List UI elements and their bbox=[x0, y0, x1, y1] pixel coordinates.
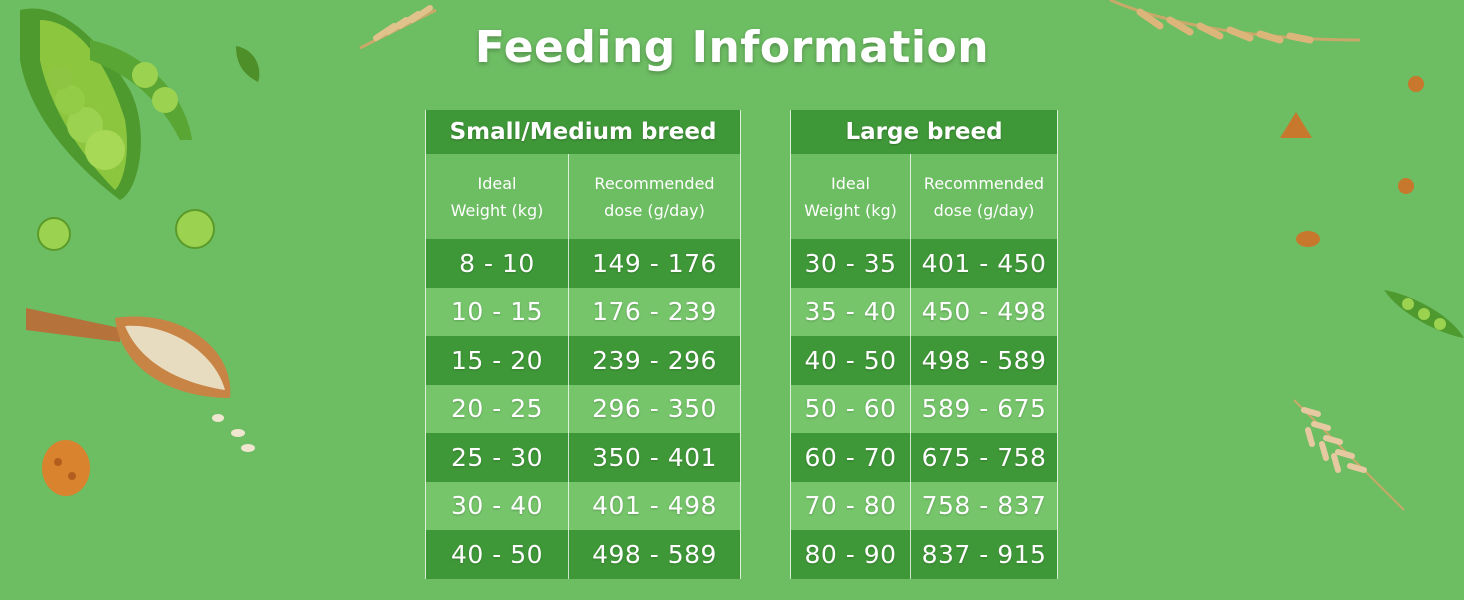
weight-cell: 10 - 15 bbox=[426, 287, 569, 336]
weight-cell: 30 - 35 bbox=[791, 239, 911, 288]
weight-cell: 8 - 10 bbox=[426, 239, 569, 288]
leaf-icon bbox=[236, 46, 260, 82]
table-row: 8 - 10 149 - 176 bbox=[426, 239, 740, 288]
weight-column-header: Ideal Weight (kg) bbox=[791, 154, 911, 239]
kibble-icon bbox=[42, 440, 90, 496]
dose-cell: 498 - 589 bbox=[921, 345, 1047, 375]
weight-cell: 15 - 20 bbox=[426, 336, 569, 385]
dose-cell: 837 - 915 bbox=[921, 539, 1047, 569]
dose-cell: 350 - 401 bbox=[592, 442, 717, 472]
header-line: Ideal bbox=[831, 173, 870, 193]
dose-column-header: Recommended dose (g/day) bbox=[911, 154, 1057, 239]
header-line: Weight (kg) bbox=[450, 200, 544, 220]
table-row: 30 - 40 401 - 498 bbox=[426, 481, 740, 530]
kibble-icon bbox=[1398, 178, 1414, 194]
weight-cell: 70 - 80 bbox=[791, 481, 911, 530]
weight-cell: 50 - 60 bbox=[791, 384, 911, 433]
table-row: 20 - 25 296 - 350 bbox=[426, 384, 740, 433]
weight-cell: 80 - 90 bbox=[791, 530, 911, 579]
dose-cell: 675 - 758 bbox=[921, 442, 1047, 472]
table-row: 60 - 70 675 - 758 bbox=[791, 433, 1057, 482]
wooden-scoop-illustration bbox=[26, 308, 255, 452]
dose-cell: 498 - 589 bbox=[592, 539, 717, 569]
table-row: 10 - 15 176 - 239 bbox=[426, 287, 740, 336]
table-heading: Small/Medium breed bbox=[426, 110, 740, 154]
dose-cell: 401 - 498 bbox=[592, 491, 717, 521]
kibble-icon bbox=[1408, 76, 1424, 92]
header-line: dose (g/day) bbox=[604, 200, 705, 220]
header-line: Weight (kg) bbox=[804, 200, 897, 220]
dose-cell: 296 - 350 bbox=[592, 394, 717, 424]
dose-cell: 239 - 296 bbox=[592, 345, 717, 375]
header-line: Recommended bbox=[923, 173, 1045, 193]
table-row: 40 - 50 498 - 589 bbox=[791, 336, 1057, 385]
weight-cell: 25 - 30 bbox=[426, 433, 569, 482]
pea-icon bbox=[37, 217, 71, 251]
weight-column-header: Ideal Weight (kg) bbox=[426, 154, 569, 239]
table-row: 50 - 60 589 - 675 bbox=[791, 384, 1057, 433]
small-medium-breed-table: Small/Medium breed Ideal Weight (kg) Reco… bbox=[425, 110, 741, 579]
weight-cell: 40 - 50 bbox=[426, 530, 569, 579]
page-title: Feeding Information bbox=[474, 22, 990, 73]
header-line: Ideal bbox=[477, 173, 517, 193]
wheat-icon bbox=[359, 5, 437, 50]
dose-cell: 450 - 498 bbox=[921, 297, 1047, 327]
pea-pod-illustration bbox=[20, 8, 192, 201]
column-header-row: Ideal Weight (kg) Recommended dose (g/day) bbox=[791, 154, 1057, 239]
table-row: 35 - 40 450 - 498 bbox=[791, 287, 1057, 336]
kibble-icon bbox=[1280, 112, 1312, 138]
table-row: 70 - 80 758 - 837 bbox=[791, 481, 1057, 530]
column-header-row: Ideal Weight (kg) Recommended dose (g/day) bbox=[426, 154, 740, 239]
kibble-icon bbox=[1296, 231, 1320, 247]
table-row: 25 - 30 350 - 401 bbox=[426, 433, 740, 482]
weight-cell: 35 - 40 bbox=[791, 287, 911, 336]
dose-cell: 401 - 450 bbox=[921, 248, 1047, 278]
header-line: Recommended bbox=[594, 173, 715, 193]
weight-cell: 20 - 25 bbox=[426, 384, 569, 433]
table-row: 80 - 90 837 - 915 bbox=[791, 530, 1057, 579]
large-breed-table: Large breed Ideal Weight (kg) Recommended… bbox=[790, 110, 1058, 579]
table-heading: Large breed bbox=[791, 110, 1057, 154]
oat-icon bbox=[1293, 399, 1405, 511]
table-row: 15 - 20 239 - 296 bbox=[426, 336, 740, 385]
header-line: dose (g/day) bbox=[933, 200, 1035, 220]
weight-cell: 30 - 40 bbox=[426, 481, 569, 530]
dose-cell: 176 - 239 bbox=[592, 297, 717, 327]
table-row: 40 - 50 498 - 589 bbox=[426, 530, 740, 579]
dose-cell: 758 - 837 bbox=[921, 491, 1047, 521]
dose-column-header: Recommended dose (g/day) bbox=[569, 154, 740, 239]
weight-cell: 40 - 50 bbox=[791, 336, 911, 385]
pea-pod-icon bbox=[1384, 290, 1464, 338]
wheat-icon bbox=[1109, 0, 1361, 44]
pea-icon bbox=[175, 209, 215, 249]
weight-cell: 60 - 70 bbox=[791, 433, 911, 482]
dose-cell: 149 - 176 bbox=[592, 248, 717, 278]
table-row: 30 - 35 401 - 450 bbox=[791, 239, 1057, 288]
dose-cell: 589 - 675 bbox=[921, 394, 1047, 424]
